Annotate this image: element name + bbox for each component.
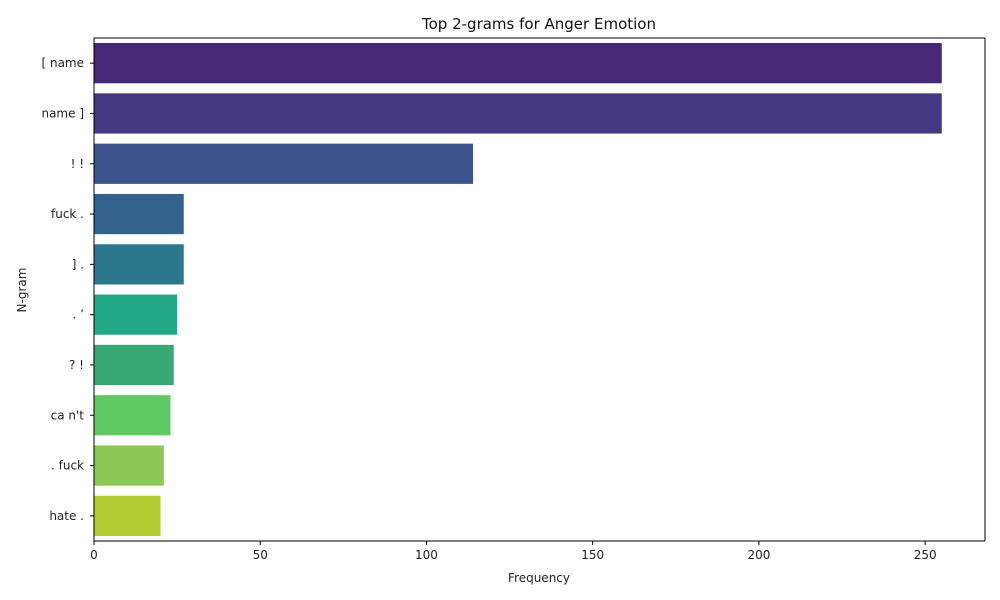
x-tick-label: 200 [747,548,770,562]
bar-9 [94,495,161,536]
y-axis-title: N-gram [15,268,29,313]
y-tick-label: . ’ [73,308,84,322]
y-axis-ticks: [ name name ] ! ! fuck . ] . . ’ ? ! ca n't . fu… [41,56,94,523]
x-tick-label: 100 [415,548,438,562]
bar-5 [94,294,178,335]
chart-title: Top 2-grams for Anger Emotion [421,15,656,33]
bar-7 [94,395,171,436]
y-tick-label: fuck . [51,207,84,221]
bar-0 [94,43,942,84]
bar-4 [94,244,184,285]
x-tick-label: 250 [914,548,937,562]
bar-1 [94,93,942,134]
x-axis-ticks: 0 50 100 150 200 250 [90,541,937,562]
x-tick-label: 150 [581,548,604,562]
bar-8 [94,445,164,486]
bars-group [94,43,942,536]
y-tick-label: ca n't [51,408,85,422]
y-tick-label: ! ! [71,157,84,171]
x-axis-title: Frequency [508,571,570,585]
y-tick-label: ? ! [69,358,84,372]
x-tick-label: 50 [253,548,268,562]
bar-6 [94,344,174,386]
y-tick-label: name ] [41,106,84,120]
bar-2 [94,143,474,184]
y-tick-label: [ name [41,56,84,70]
y-tick-label: . fuck [51,459,84,473]
bar-3 [94,193,184,235]
x-tick-label: 0 [90,548,98,562]
y-tick-label: hate . [49,509,84,523]
y-tick-label: ] . [72,257,84,271]
